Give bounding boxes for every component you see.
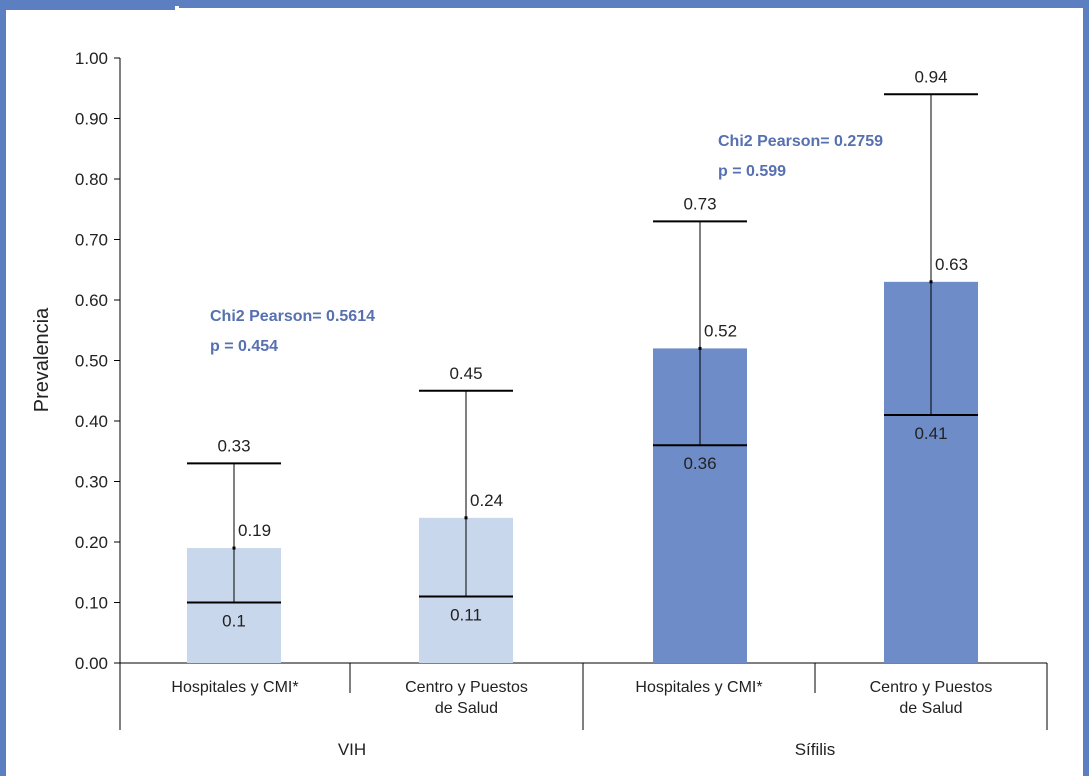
category-label: Hospitales y CMI*: [635, 679, 762, 696]
frame-top-bar-right: [179, 0, 1089, 8]
frame-right-border: [1083, 0, 1089, 776]
group-label: Sífilis: [795, 740, 836, 759]
y-tick-label: 0.50: [75, 352, 108, 371]
stat-annotation: p = 0.599: [718, 163, 786, 180]
stat-annotation: Chi2 Pearson= 0.5614: [210, 308, 375, 325]
value-marker: [929, 280, 933, 284]
y-tick-label: 0.70: [75, 231, 108, 250]
y-tick-label: 0.40: [75, 412, 108, 431]
lower-ci-label: 0.11: [450, 605, 482, 624]
upper-ci-label: 0.45: [449, 364, 482, 383]
group-label: VIH: [338, 740, 366, 759]
category-label: de Salud: [435, 700, 498, 717]
stat-annotation: Chi2 Pearson= 0.2759: [718, 133, 883, 150]
value-label: 0.52: [704, 321, 737, 340]
category-label: Centro y Puestos: [870, 679, 993, 696]
y-tick-label: 0.10: [75, 594, 108, 613]
y-axis-title: Prevalencia: [31, 307, 53, 412]
value-label: 0.63: [935, 255, 968, 274]
y-tick-label: 1.00: [75, 49, 108, 68]
frame-left-border: [0, 0, 6, 776]
value-label: 0.24: [470, 491, 503, 510]
category-label: Hospitales y CMI*: [171, 679, 298, 696]
upper-ci-label: 0.73: [683, 194, 716, 213]
value-marker: [232, 546, 236, 550]
y-tick-label: 0.30: [75, 473, 108, 492]
lower-ci-label: 0.41: [914, 424, 947, 443]
frame-top-tab: [0, 0, 175, 10]
lower-ci-label: 0.1: [222, 612, 246, 631]
category-label: de Salud: [899, 700, 962, 717]
category-label: Centro y Puestos: [405, 679, 528, 696]
y-tick-label: 0.60: [75, 291, 108, 310]
stat-annotation: p = 0.454: [210, 338, 278, 355]
y-tick-label: 0.00: [75, 654, 108, 673]
y-tick-label: 0.20: [75, 533, 108, 552]
y-tick-label: 0.90: [75, 110, 108, 129]
value-marker: [464, 516, 468, 520]
value-marker: [698, 346, 702, 350]
upper-ci-label: 0.94: [914, 67, 947, 86]
lower-ci-label: 0.36: [683, 454, 716, 473]
y-tick-label: 0.80: [75, 170, 108, 189]
upper-ci-label: 0.33: [217, 436, 250, 455]
value-label: 0.19: [238, 521, 271, 540]
